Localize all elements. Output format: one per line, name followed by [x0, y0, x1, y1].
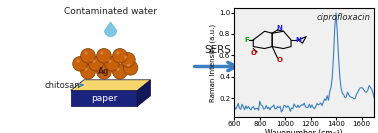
Circle shape	[113, 65, 127, 79]
Circle shape	[92, 60, 96, 63]
Text: F: F	[245, 37, 249, 43]
Text: Ag: Ag	[98, 67, 110, 76]
Circle shape	[97, 49, 111, 63]
Circle shape	[127, 64, 130, 67]
Text: O: O	[250, 50, 256, 56]
Text: SERS: SERS	[204, 45, 231, 55]
Text: N: N	[296, 37, 302, 43]
Polygon shape	[137, 80, 150, 106]
Circle shape	[116, 68, 119, 71]
Circle shape	[97, 65, 111, 79]
Text: O: O	[277, 57, 283, 63]
Y-axis label: Raman Intensity (a.u.): Raman Intensity (a.u.)	[210, 23, 216, 102]
Circle shape	[105, 57, 119, 71]
Circle shape	[73, 57, 87, 71]
Circle shape	[116, 52, 119, 55]
Polygon shape	[71, 80, 150, 90]
Circle shape	[76, 60, 80, 63]
Circle shape	[81, 65, 95, 79]
Text: N: N	[277, 25, 283, 31]
Circle shape	[123, 61, 138, 75]
Circle shape	[113, 49, 127, 63]
Text: ciprofloxacin: ciprofloxacin	[316, 13, 370, 22]
Circle shape	[101, 52, 104, 55]
Circle shape	[108, 60, 112, 63]
PathPatch shape	[105, 22, 116, 37]
Text: Contaminated water: Contaminated water	[64, 7, 157, 16]
Circle shape	[101, 68, 104, 71]
Polygon shape	[71, 90, 137, 106]
Circle shape	[84, 68, 88, 71]
Circle shape	[89, 57, 103, 71]
Text: chitosan: chitosan	[44, 81, 83, 90]
Circle shape	[121, 53, 135, 67]
Circle shape	[124, 56, 127, 59]
X-axis label: Wavenumber (cm⁻¹): Wavenumber (cm⁻¹)	[265, 129, 343, 133]
Text: paper: paper	[91, 94, 117, 103]
Circle shape	[81, 49, 95, 63]
Circle shape	[84, 52, 88, 55]
